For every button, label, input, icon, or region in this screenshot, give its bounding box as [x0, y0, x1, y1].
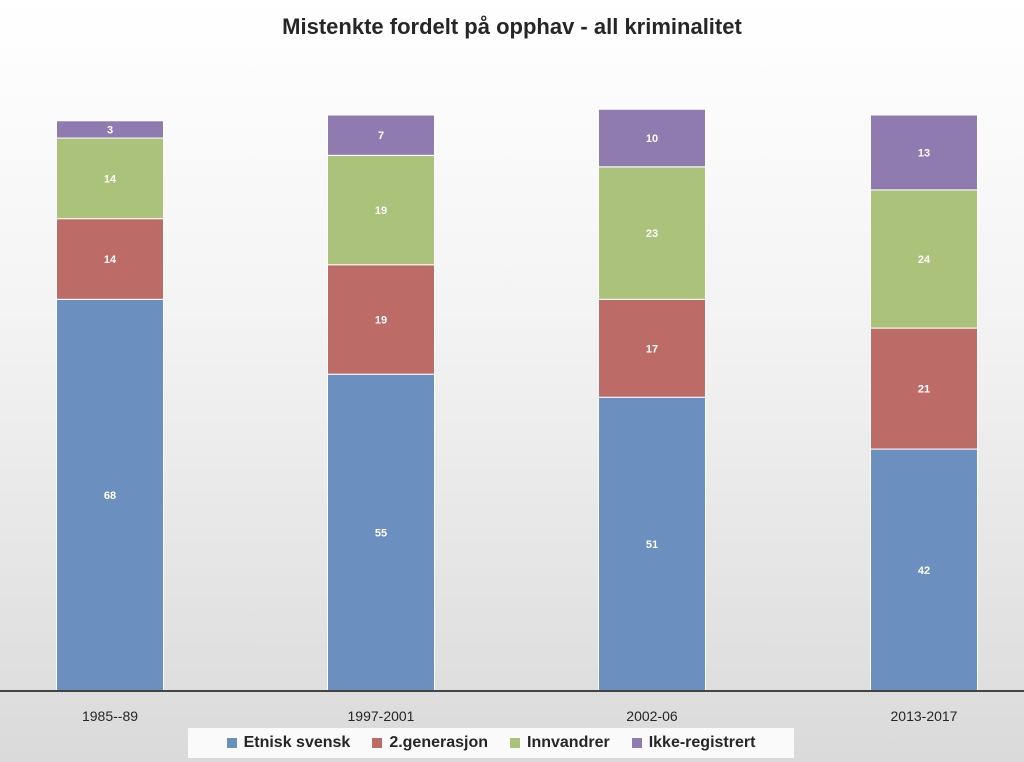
- data-label-2-3: 17: [646, 343, 658, 355]
- bar-segment-2-3: [598, 298, 706, 398]
- legend-label: Innvandrer: [527, 734, 610, 751]
- data-label-3-4: 24: [918, 254, 931, 266]
- legend-swatch: [631, 738, 642, 748]
- data-label-1-3: 51: [646, 539, 658, 551]
- data-label-3-3: 23: [646, 228, 658, 240]
- data-label-1-4: 42: [918, 565, 930, 577]
- bar-segment-4-4: [870, 114, 978, 191]
- legend-item-2-generasjon: 2.generasjon: [372, 734, 488, 752]
- legend-label: 2.generasjon: [389, 734, 489, 751]
- bar-segment-1-3: [598, 396, 706, 692]
- legend-item-etnisk-svensk: Etnisk svensk: [226, 734, 351, 752]
- bar-segment-2-4: [870, 327, 978, 450]
- data-label-2-1: 14: [104, 254, 117, 266]
- bar-segment-4-1: [56, 120, 164, 139]
- bar-segment-1-4: [870, 448, 978, 692]
- legend-swatch: [226, 738, 237, 748]
- bars-group: 68 14 14 3 55 19 19 7 51 17 23 10 42 21 24 13: [56, 108, 978, 692]
- data-label-2-4: 21: [918, 384, 930, 396]
- bar-segment-4-2: [327, 114, 435, 156]
- bar-segment-3-1: [56, 137, 164, 220]
- x-tick-label-2: 1997-2001: [348, 708, 415, 724]
- bar-segment-1-1: [56, 298, 164, 692]
- data-label-4-4: 13: [918, 147, 930, 159]
- data-label-4-2: 7: [378, 130, 384, 142]
- legend-item-ikke-registrert: Ikke-registrert: [631, 734, 756, 752]
- data-label-4-3: 10: [646, 133, 658, 145]
- bar-segment-2-2: [327, 264, 435, 375]
- data-label-1-2: 55: [375, 528, 387, 540]
- bar-segment-3-3: [598, 166, 706, 300]
- legend-item-innvandrer: Innvandrer: [510, 734, 610, 752]
- x-tick-label-3: 2002-06: [626, 708, 678, 724]
- legend-swatch: [372, 738, 383, 748]
- legend: Etnisk svensk 2.generasjon Innvandrer Ik…: [188, 728, 794, 758]
- x-tick-label-1: 1985--89: [82, 708, 138, 724]
- legend-label: Etnisk svensk: [243, 734, 351, 751]
- legend-swatch: [510, 738, 521, 748]
- bar-segment-3-2: [327, 154, 435, 266]
- legend-label: Ikke-registrert: [648, 734, 756, 751]
- data-label-2-2: 19: [375, 314, 387, 326]
- bar-segment-4-3: [598, 108, 706, 168]
- x-tick-labels: 1985--89 1997-2001 2002-06 2013-2017: [82, 708, 958, 724]
- data-label-3-1: 14: [104, 173, 117, 185]
- x-tick-label-4: 2013-2017: [891, 708, 958, 724]
- data-label-4-1: 3: [107, 124, 113, 136]
- bar-segment-3-4: [870, 189, 978, 329]
- data-label-3-2: 19: [375, 205, 387, 217]
- data-label-1-1: 68: [104, 490, 116, 502]
- chart-title: Mistenkte fordelt på opphav - all krimin…: [282, 14, 742, 39]
